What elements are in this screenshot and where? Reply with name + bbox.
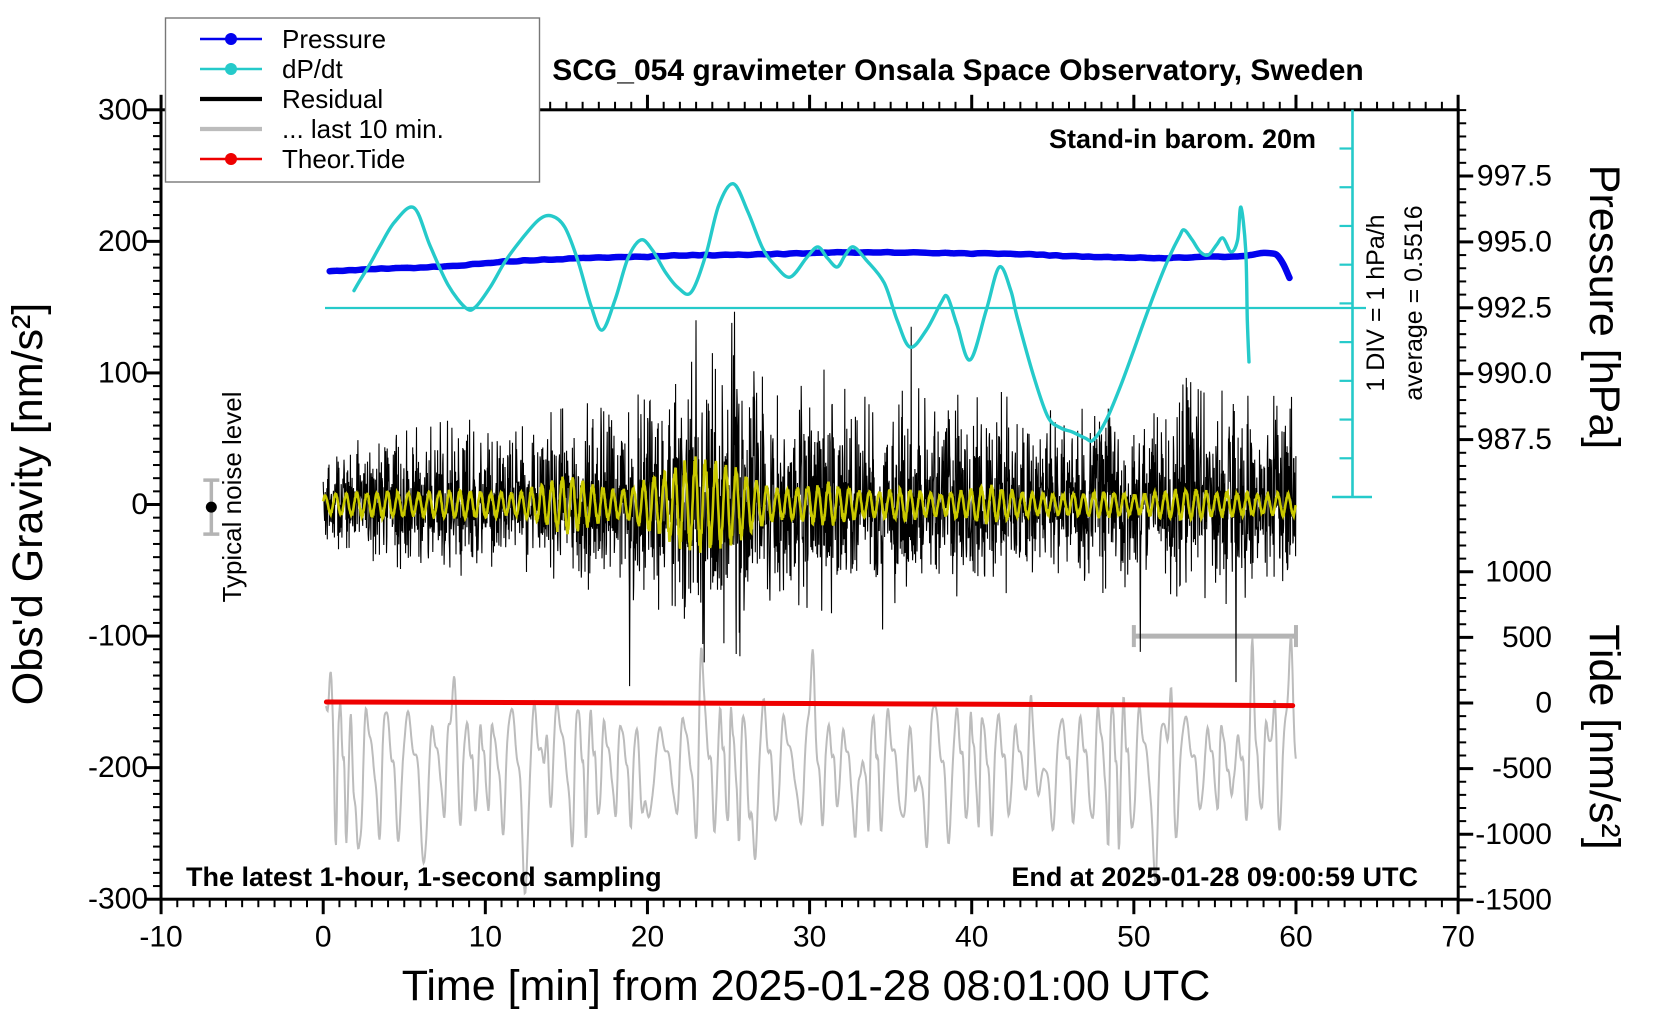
gravity-tick-label: 100	[98, 356, 148, 389]
x-tick-label: 60	[1279, 921, 1312, 954]
gravity-axis-title: Obs'd Gravity [nm/s²]	[4, 303, 52, 705]
x-tick-label: 40	[955, 921, 988, 954]
x-tick-label: 0	[315, 921, 332, 954]
pressure-axis-title: Pressure [hPa]	[1580, 165, 1628, 449]
x-tick-label: 50	[1117, 921, 1150, 954]
pressure-tick-label: 990.0	[1477, 357, 1552, 390]
sampling-note: The latest 1-hour, 1-second sampling	[186, 862, 662, 892]
page-title: SCG_054 gravimeter Onsala Space Observat…	[552, 54, 1364, 87]
legend-samples	[200, 33, 262, 165]
gravity-tick-label: -100	[88, 620, 148, 653]
legend-item-theortide: Theor.Tide	[282, 144, 405, 174]
legend-item-last10min: ... last 10 min.	[282, 114, 444, 144]
dpdt-trace	[352, 182, 1251, 443]
gravity-tick-label: -200	[88, 751, 148, 784]
theor-tide-line	[323, 699, 1296, 709]
tide-tick-label: -1500	[1475, 883, 1552, 916]
div-scale-annotation: 1 DIV = 1 hPa/h	[1362, 214, 1390, 391]
x-tick-label: 70	[1441, 921, 1474, 954]
last10min-trace	[324, 636, 1297, 896]
pressure-tick-label: 997.5	[1477, 160, 1552, 193]
tide-tick-label: 0	[1535, 687, 1552, 720]
dpdt-scale-bar	[1332, 109, 1372, 499]
legend-item-dpdt: dP/dt	[282, 54, 343, 84]
legend-item-pressure: Pressure	[282, 24, 386, 54]
legend-sample-dot	[225, 63, 237, 75]
tide-axis-title: Tide [nm/s²]	[1580, 624, 1628, 849]
x-tick-label: 10	[469, 921, 502, 954]
legend-sample-dot	[225, 153, 237, 165]
last10-bracket	[1131, 625, 1298, 648]
x-axis-title: Time [min] from 2025-01-28 08:01:00 UTC	[402, 962, 1211, 1010]
residual-smoothed-trace	[321, 456, 1297, 553]
pressure-tick-label: 987.5	[1477, 423, 1552, 456]
noise-level-label: Typical noise level	[217, 392, 247, 603]
tide-tick-label: 500	[1502, 621, 1552, 654]
x-tick-label: -10	[139, 921, 182, 954]
end-time-note: End at 2025-01-28 09:00:59 UTC	[1011, 862, 1418, 892]
average-annotation: average = 0.5516	[1400, 205, 1428, 400]
gravity-tick-label: 300	[98, 93, 148, 126]
legend-sample-dot	[225, 33, 237, 45]
tide-tick-label: 1000	[1485, 555, 1552, 588]
pressure-tick-label: 992.5	[1477, 291, 1552, 324]
gravity-tick-label: 0	[131, 488, 148, 521]
legend-item-residual: Residual	[282, 84, 383, 114]
gravity-tick-label: 200	[98, 225, 148, 258]
x-tick-label: 30	[793, 921, 826, 954]
gravity-tick-label: -300	[88, 883, 148, 916]
tick-labels-layer: -10 0 10 20 30 40 50 60 703002001000-100-200-300…	[88, 93, 1552, 953]
series-layer	[203, 109, 1372, 896]
x-tick-label: 20	[631, 921, 664, 954]
tide-tick-label: -1000	[1475, 818, 1552, 851]
pressure-tick-label: 995.0	[1477, 225, 1552, 258]
barometer-annotation: Stand-in barom. 20m	[1049, 124, 1316, 154]
tide-tick-label: -500	[1492, 752, 1552, 785]
legend-box: Pressure dP/dt Residual ... last 10 min.…	[164, 17, 541, 183]
noise-level-marker	[203, 478, 220, 536]
